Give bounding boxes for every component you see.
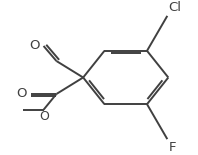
Text: O: O [16,87,26,100]
Text: F: F [168,141,176,154]
Text: O: O [30,39,40,52]
Text: O: O [39,111,49,124]
Text: Cl: Cl [168,1,181,14]
